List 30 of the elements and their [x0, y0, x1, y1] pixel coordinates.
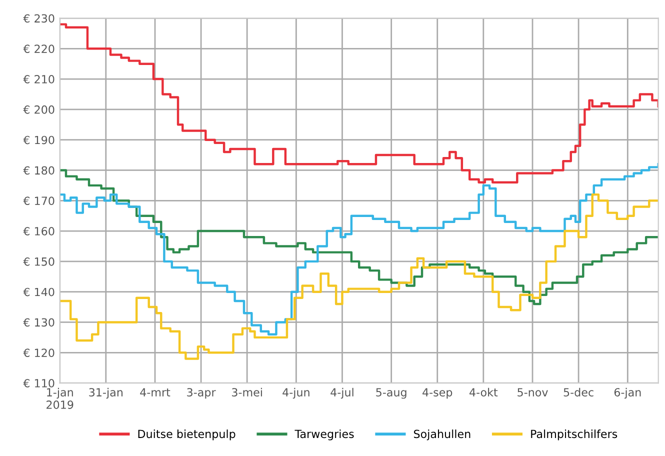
- x-tick-label: 4-mrt: [140, 388, 170, 396]
- y-tick-label: € 190: [23, 136, 54, 144]
- y-tick-label: € 110: [23, 379, 54, 388]
- y-tick-label: € 120: [23, 348, 54, 358]
- x-tick-label: 5-nov: [518, 388, 548, 396]
- x-tick-label: 3-apr: [187, 388, 216, 399]
- y-tick-label: € 210: [23, 75, 54, 84]
- legend-label: Sojahullen: [414, 430, 470, 440]
- y-tick-label: € 200: [23, 105, 54, 114]
- legend-label: Tarwegries: [294, 430, 354, 440]
- x-tick-label: 4-jun: [282, 388, 310, 399]
- y-tick-label: € 220: [23, 44, 54, 54]
- x-tick-label: 4-okt: [470, 388, 498, 396]
- x-tick-label: 5-aug: [376, 388, 406, 399]
- x-tick-label: 4-sep: [422, 388, 452, 399]
- y-tick-label: € 130: [23, 318, 54, 327]
- x-tick-label: 3-mei: [232, 388, 262, 396]
- y-tick-label: € 170: [23, 196, 54, 206]
- y-tick-label: € 230: [23, 14, 54, 23]
- x-tick-label: 5-dec: [564, 388, 594, 396]
- y-tick-label: € 160: [23, 227, 54, 236]
- x-tick-label: 6-jan: [614, 388, 641, 399]
- y-tick-label: € 140: [23, 288, 54, 296]
- x-tick-label: 31-jan: [89, 388, 122, 399]
- y-tick-label: € 180: [23, 166, 54, 175]
- y-tick-label: € 150: [23, 257, 54, 266]
- x-tick-label: 1-jan 2019: [46, 388, 74, 409]
- legend-label: Palmpitschilfers: [531, 430, 618, 440]
- x-tick-label: 4-jul: [330, 388, 354, 399]
- legend-label: Duitse bietenpulp: [138, 430, 236, 440]
